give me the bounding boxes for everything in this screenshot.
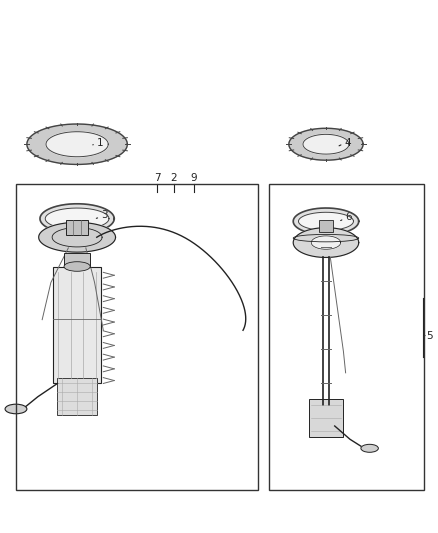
Text: 7: 7 — [154, 173, 160, 182]
FancyBboxPatch shape — [319, 220, 332, 232]
Ellipse shape — [361, 445, 378, 453]
FancyBboxPatch shape — [66, 220, 88, 235]
Text: 3: 3 — [102, 211, 108, 221]
FancyBboxPatch shape — [57, 378, 97, 415]
FancyBboxPatch shape — [64, 253, 90, 266]
Text: 9: 9 — [191, 173, 198, 182]
Polygon shape — [27, 124, 127, 165]
Polygon shape — [303, 134, 349, 154]
Polygon shape — [46, 132, 108, 157]
Text: 5: 5 — [426, 330, 433, 341]
Ellipse shape — [5, 404, 27, 414]
Bar — [16, 184, 258, 490]
Bar — [269, 184, 424, 490]
Polygon shape — [303, 134, 349, 154]
Polygon shape — [298, 212, 353, 230]
Polygon shape — [311, 236, 341, 249]
Polygon shape — [293, 228, 359, 257]
Polygon shape — [46, 132, 108, 157]
Text: 2: 2 — [171, 173, 177, 182]
Polygon shape — [40, 204, 114, 233]
Polygon shape — [39, 222, 116, 252]
FancyBboxPatch shape — [308, 399, 343, 437]
FancyBboxPatch shape — [53, 266, 101, 383]
Polygon shape — [293, 208, 359, 235]
Ellipse shape — [64, 262, 90, 271]
Text: 6: 6 — [346, 212, 352, 222]
Text: 1: 1 — [97, 138, 103, 148]
Polygon shape — [289, 128, 363, 160]
Text: 4: 4 — [345, 138, 351, 148]
Polygon shape — [45, 208, 109, 229]
